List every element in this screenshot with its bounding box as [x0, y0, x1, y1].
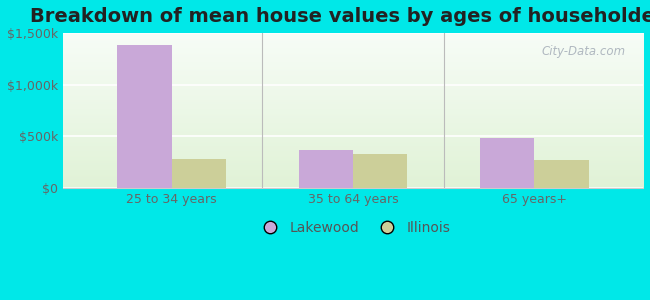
Bar [117, 46, 172, 188]
Bar [534, 160, 589, 188]
Bar [172, 159, 226, 188]
Title: Breakdown of mean house values by ages of householders: Breakdown of mean house values by ages o… [30, 7, 650, 26]
Bar [534, 160, 589, 188]
Bar [172, 159, 226, 188]
Bar [117, 46, 172, 188]
Bar [353, 154, 408, 188]
Bar [298, 150, 353, 188]
Legend: Lakewood, Illinois: Lakewood, Illinois [250, 215, 456, 240]
Bar [298, 150, 353, 188]
Bar [353, 154, 408, 188]
Bar [480, 137, 534, 188]
Bar [480, 137, 534, 188]
Text: City-Data.com: City-Data.com [541, 46, 626, 59]
